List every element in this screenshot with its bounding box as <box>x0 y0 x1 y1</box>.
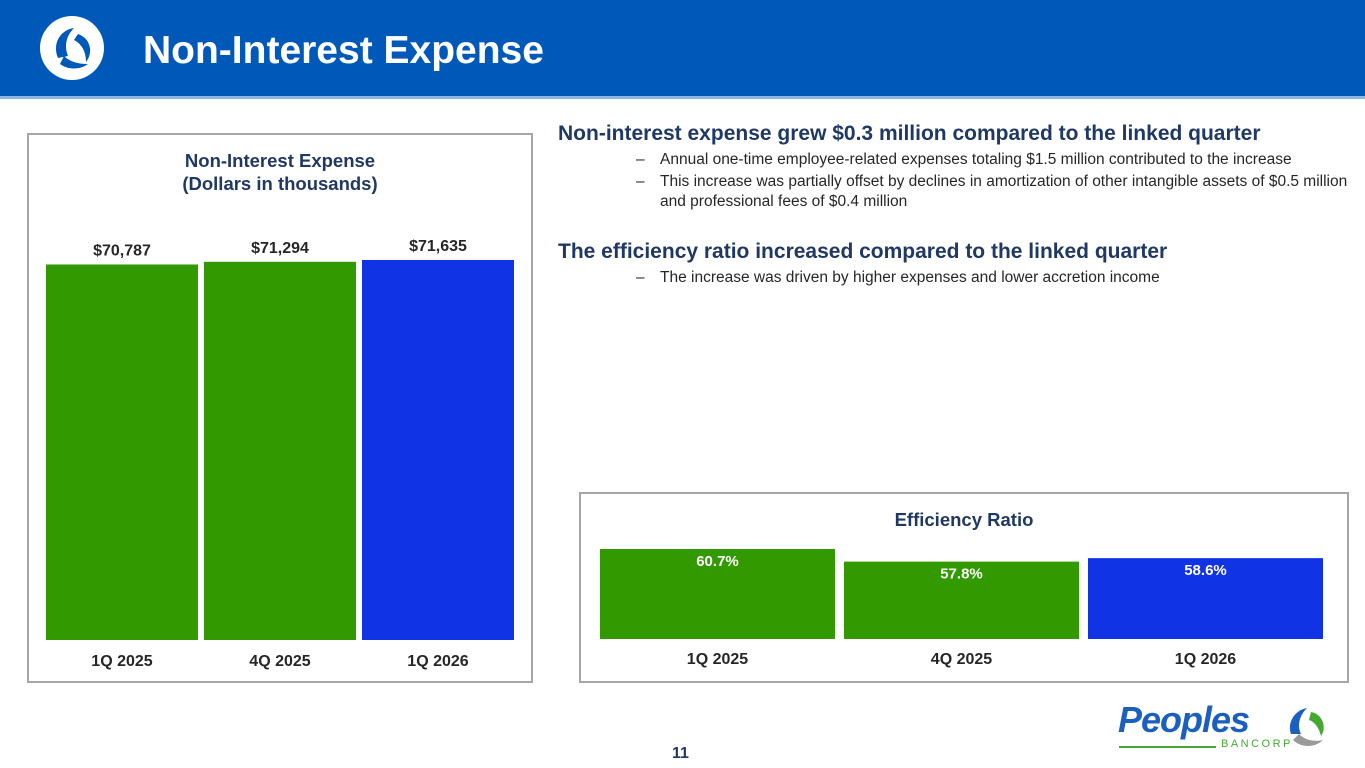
efficiency-ratio-plot: 60.7% 1Q 2025 57.8% 4Q 2025 58.6% 1Q 2026 <box>600 549 1323 668</box>
data-label: 58.6% <box>1184 562 1227 579</box>
bar-1q-2026 <box>1088 558 1323 639</box>
category-label: 1Q 2025 <box>91 653 152 670</box>
bullet-text: The increase was driven by higher expens… <box>660 269 1160 286</box>
brand-name: Peoples <box>1118 699 1250 740</box>
category-label: 1Q 2025 <box>687 651 748 668</box>
header-divider <box>0 96 1365 99</box>
dash-bullet: – <box>636 269 645 286</box>
brand-leaf-icon <box>1289 708 1324 746</box>
category-label: 4Q 2025 <box>249 653 310 670</box>
data-label: $71,294 <box>251 240 309 257</box>
data-label: $70,787 <box>93 242 151 259</box>
section-heading-expense: Non-interest expense grew $0.3 million c… <box>558 122 1261 145</box>
commentary: Non-interest expense grew $0.3 million c… <box>558 120 1348 288</box>
category-label: 4Q 2025 <box>931 651 992 668</box>
data-label: 60.7% <box>696 553 739 570</box>
bullet-item: – The increase was driven by higher expen… <box>558 268 1348 288</box>
brand-subtitle: BANCORP <box>1221 738 1293 750</box>
peoples-bancorp-logo: Peoples BANCORP <box>1115 700 1335 755</box>
bullet-text: This increase was partially offset by de… <box>660 173 1348 210</box>
category-label: 1Q 2026 <box>1175 651 1236 668</box>
bar-1q-2026 <box>362 260 514 640</box>
dash-bullet: – <box>636 173 645 190</box>
bar-1q-2025 <box>46 264 198 640</box>
chart-title: Non-Interest Expense <box>184 150 376 171</box>
peoples-leaf-logo-icon <box>40 16 104 80</box>
section-heading-efficiency: The efficiency ratio increased compared … <box>558 240 1168 263</box>
bullet-item: – Annual one-time employee-related expens… <box>558 150 1348 170</box>
category-label: 1Q 2026 <box>407 653 468 670</box>
chart-title: Efficiency Ratio <box>894 509 1034 530</box>
chart-subtitle: (Dollars in thousands) <box>182 173 378 194</box>
bar-1q-2025 <box>600 549 835 639</box>
data-label: 57.8% <box>940 566 983 583</box>
bar-4q-2025 <box>844 561 1079 639</box>
bar-4q-2025 <box>204 261 356 640</box>
header-bar: Non-Interest Expense <box>0 0 1365 96</box>
efficiency-ratio-chart: Efficiency Ratio 60.7% 1Q 2025 57.8% 4Q 202… <box>579 492 1349 683</box>
bullet-item: – This increase was partially offset by d… <box>558 172 1348 212</box>
dash-bullet: – <box>636 151 645 168</box>
page-number: 11 <box>672 745 689 762</box>
non-interest-expense-plot: $70,787 1Q 2025 $71,294 4Q 2025 $71,635 1Q 20… <box>46 238 514 670</box>
non-interest-expense-chart: Non-Interest Expense (Dollars in thousan… <box>27 133 533 683</box>
data-label: $71,635 <box>409 238 467 255</box>
page-title: Non-Interest Expense <box>143 29 544 72</box>
brand-underline <box>1119 746 1216 748</box>
bullet-text: Annual one-time employee-related expense… <box>660 151 1292 168</box>
